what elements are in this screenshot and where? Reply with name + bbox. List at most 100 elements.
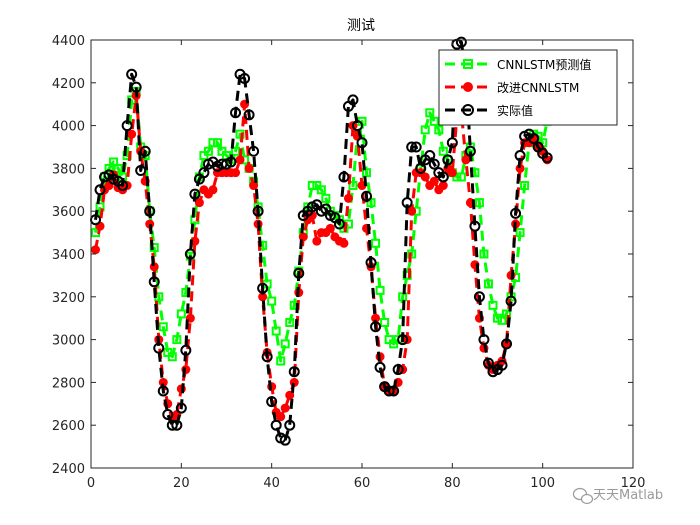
data-point xyxy=(365,257,377,269)
data-point xyxy=(505,295,517,307)
series-3 xyxy=(90,36,553,446)
data-point xyxy=(325,223,335,233)
x-tick-label: 80 xyxy=(444,476,461,491)
y-tick-label: 2600 xyxy=(52,419,85,434)
data-point xyxy=(158,322,168,332)
data-point xyxy=(420,172,430,182)
data-point xyxy=(203,146,213,156)
data-point xyxy=(270,419,282,431)
data-point xyxy=(437,171,449,183)
data-point xyxy=(109,157,119,167)
data-point xyxy=(243,109,255,121)
data-point xyxy=(166,419,178,431)
data-point xyxy=(510,207,522,219)
data-point xyxy=(397,334,409,346)
data-point xyxy=(348,181,358,191)
data-point xyxy=(180,344,192,356)
data-point xyxy=(285,317,295,327)
data-point xyxy=(361,190,373,202)
data-point xyxy=(520,181,530,191)
data-point xyxy=(184,248,196,260)
data-point xyxy=(420,125,430,135)
y-tick-label: 4000 xyxy=(52,120,85,135)
data-point xyxy=(496,359,508,371)
legend-marker xyxy=(462,104,474,116)
data-point xyxy=(333,218,345,230)
data-point xyxy=(257,282,269,294)
data-point xyxy=(447,168,457,178)
data-point xyxy=(406,141,418,153)
x-tick-label: 60 xyxy=(354,476,371,491)
data-point xyxy=(104,163,114,173)
data-point xyxy=(252,205,264,217)
data-point xyxy=(171,419,183,431)
data-point xyxy=(474,198,484,208)
legend-marker xyxy=(463,59,473,69)
data-point xyxy=(407,206,417,216)
data-point xyxy=(415,162,427,174)
wechat-bubble-icon xyxy=(572,487,594,505)
data-point xyxy=(176,309,186,319)
data-point xyxy=(392,364,404,376)
legend-label: CNNLSTM预测值 xyxy=(497,57,591,72)
data-point xyxy=(528,132,540,144)
data-point xyxy=(280,403,290,413)
data-point xyxy=(383,385,395,397)
legend-entry: CNNLSTM预测值 xyxy=(445,57,591,72)
data-point xyxy=(321,193,331,203)
data-point xyxy=(488,300,498,310)
data-point xyxy=(347,94,359,106)
data-point xyxy=(144,205,156,217)
axes: 0 20 40 60 80 100 120 2400 2600 2800 3000 3200 3400 3… xyxy=(52,34,646,491)
data-point xyxy=(276,412,286,422)
data-point xyxy=(312,236,322,246)
data-point xyxy=(91,245,101,255)
data-point xyxy=(356,137,368,149)
data-point xyxy=(167,352,177,362)
y-tick-label: 3000 xyxy=(52,334,85,349)
data-point xyxy=(434,125,444,135)
data-point xyxy=(280,339,290,349)
data-point xyxy=(362,168,372,178)
y-tick-label: 4200 xyxy=(52,77,85,92)
data-point xyxy=(261,351,273,363)
data-point xyxy=(461,155,471,165)
data-point xyxy=(316,185,326,195)
data-point xyxy=(410,141,422,153)
data-point xyxy=(473,291,485,303)
data-point xyxy=(479,249,489,259)
data-point xyxy=(189,188,201,200)
x-tick-label: 40 xyxy=(263,476,280,491)
data-point xyxy=(478,334,490,346)
y-tick-label: 2800 xyxy=(52,376,85,391)
data-point xyxy=(482,357,494,369)
data-point xyxy=(279,434,291,446)
data-point xyxy=(515,228,525,238)
data-point xyxy=(293,267,305,279)
y-tick-label: 3600 xyxy=(52,205,85,220)
x-tick-label: 0 xyxy=(87,476,95,491)
data-point xyxy=(401,197,413,209)
data-point xyxy=(351,120,363,132)
data-point xyxy=(380,317,390,327)
watermark: 天天Matlab xyxy=(572,487,663,505)
data-point xyxy=(497,315,507,325)
y-tick-label: 3800 xyxy=(52,162,85,177)
data-point xyxy=(514,150,526,162)
data-point xyxy=(276,356,286,366)
data-point xyxy=(428,158,440,170)
data-point xyxy=(425,108,435,118)
data-point xyxy=(230,107,242,119)
data-point xyxy=(153,342,165,354)
data-point xyxy=(374,361,386,373)
series-layer xyxy=(90,36,553,446)
data-point xyxy=(194,198,204,208)
data-point xyxy=(371,238,381,248)
legend-label: 改进CNNLSTM xyxy=(497,81,579,95)
data-point xyxy=(375,285,385,295)
data-point xyxy=(208,138,218,148)
legend-label: 实际值 xyxy=(497,103,533,118)
data-point xyxy=(388,385,400,397)
